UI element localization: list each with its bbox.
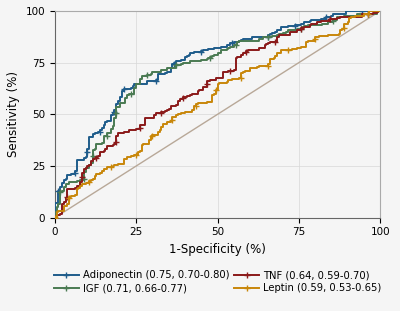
Adiponectin (0.75, 0.70-0.80) bbox=[255, 35, 260, 39]
IGF (0.71, 0.66-0.77) bbox=[52, 216, 57, 220]
Leptin (0.59, 0.53-0.65) bbox=[52, 216, 57, 220]
IGF (0.71, 0.66-0.77) bbox=[257, 39, 262, 43]
Leptin (0.59, 0.53-0.65) bbox=[331, 33, 336, 37]
IGF (0.71, 0.66-0.77) bbox=[378, 9, 382, 13]
TNF (0.64, 0.59-0.70) bbox=[264, 44, 269, 47]
Adiponectin (0.75, 0.70-0.80) bbox=[344, 9, 348, 13]
TNF (0.64, 0.59-0.70) bbox=[195, 92, 200, 95]
TNF (0.64, 0.59-0.70) bbox=[376, 9, 381, 13]
Y-axis label: Sensitivity (%): Sensitivity (%) bbox=[7, 71, 20, 157]
Line: Leptin (0.59, 0.53-0.65): Leptin (0.59, 0.53-0.65) bbox=[51, 7, 384, 221]
TNF (0.64, 0.59-0.70) bbox=[52, 216, 57, 220]
Adiponectin (0.75, 0.70-0.80) bbox=[52, 216, 57, 220]
Leptin (0.59, 0.53-0.65) bbox=[378, 9, 382, 13]
Legend: Adiponectin (0.75, 0.70-0.80), IGF (0.71, 0.66-0.77), TNF (0.64, 0.59-0.70), Lep: Adiponectin (0.75, 0.70-0.80), IGF (0.71… bbox=[50, 266, 385, 297]
Leptin (0.59, 0.53-0.65) bbox=[276, 52, 281, 55]
Leptin (0.59, 0.53-0.65) bbox=[367, 9, 372, 13]
Leptin (0.59, 0.53-0.65) bbox=[208, 100, 213, 104]
Adiponectin (0.75, 0.70-0.80) bbox=[309, 19, 314, 23]
IGF (0.71, 0.66-0.77) bbox=[244, 39, 249, 43]
X-axis label: 1-Specificity (%): 1-Specificity (%) bbox=[169, 243, 266, 256]
IGF (0.71, 0.66-0.77) bbox=[314, 23, 319, 27]
TNF (0.64, 0.59-0.70) bbox=[266, 42, 270, 46]
Adiponectin (0.75, 0.70-0.80) bbox=[163, 71, 168, 75]
Line: TNF (0.64, 0.59-0.70): TNF (0.64, 0.59-0.70) bbox=[51, 7, 384, 221]
IGF (0.71, 0.66-0.77) bbox=[159, 69, 164, 72]
TNF (0.64, 0.59-0.70) bbox=[313, 22, 318, 26]
TNF (0.64, 0.59-0.70) bbox=[137, 126, 142, 130]
IGF (0.71, 0.66-0.77) bbox=[257, 37, 262, 40]
IGF (0.71, 0.66-0.77) bbox=[376, 9, 381, 13]
Line: Adiponectin (0.75, 0.70-0.80): Adiponectin (0.75, 0.70-0.80) bbox=[51, 7, 384, 221]
Line: IGF (0.71, 0.66-0.77): IGF (0.71, 0.66-0.77) bbox=[51, 7, 384, 221]
TNF (0.64, 0.59-0.70) bbox=[257, 47, 262, 51]
Leptin (0.59, 0.53-0.65) bbox=[150, 134, 155, 138]
Adiponectin (0.75, 0.70-0.80) bbox=[240, 37, 245, 40]
Adiponectin (0.75, 0.70-0.80) bbox=[112, 110, 117, 114]
Adiponectin (0.75, 0.70-0.80) bbox=[251, 35, 256, 39]
TNF (0.64, 0.59-0.70) bbox=[378, 9, 382, 13]
Leptin (0.59, 0.53-0.65) bbox=[271, 56, 276, 60]
IGF (0.71, 0.66-0.77) bbox=[114, 111, 119, 115]
Adiponectin (0.75, 0.70-0.80) bbox=[378, 9, 382, 13]
Leptin (0.59, 0.53-0.65) bbox=[278, 50, 283, 54]
